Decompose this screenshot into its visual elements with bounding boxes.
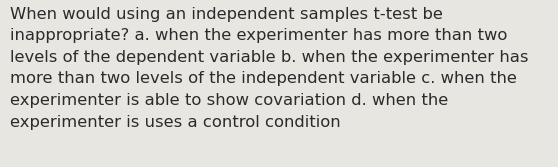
Text: When would using an independent samples t-test be
inappropriate? a. when the exp: When would using an independent samples … (10, 7, 528, 130)
